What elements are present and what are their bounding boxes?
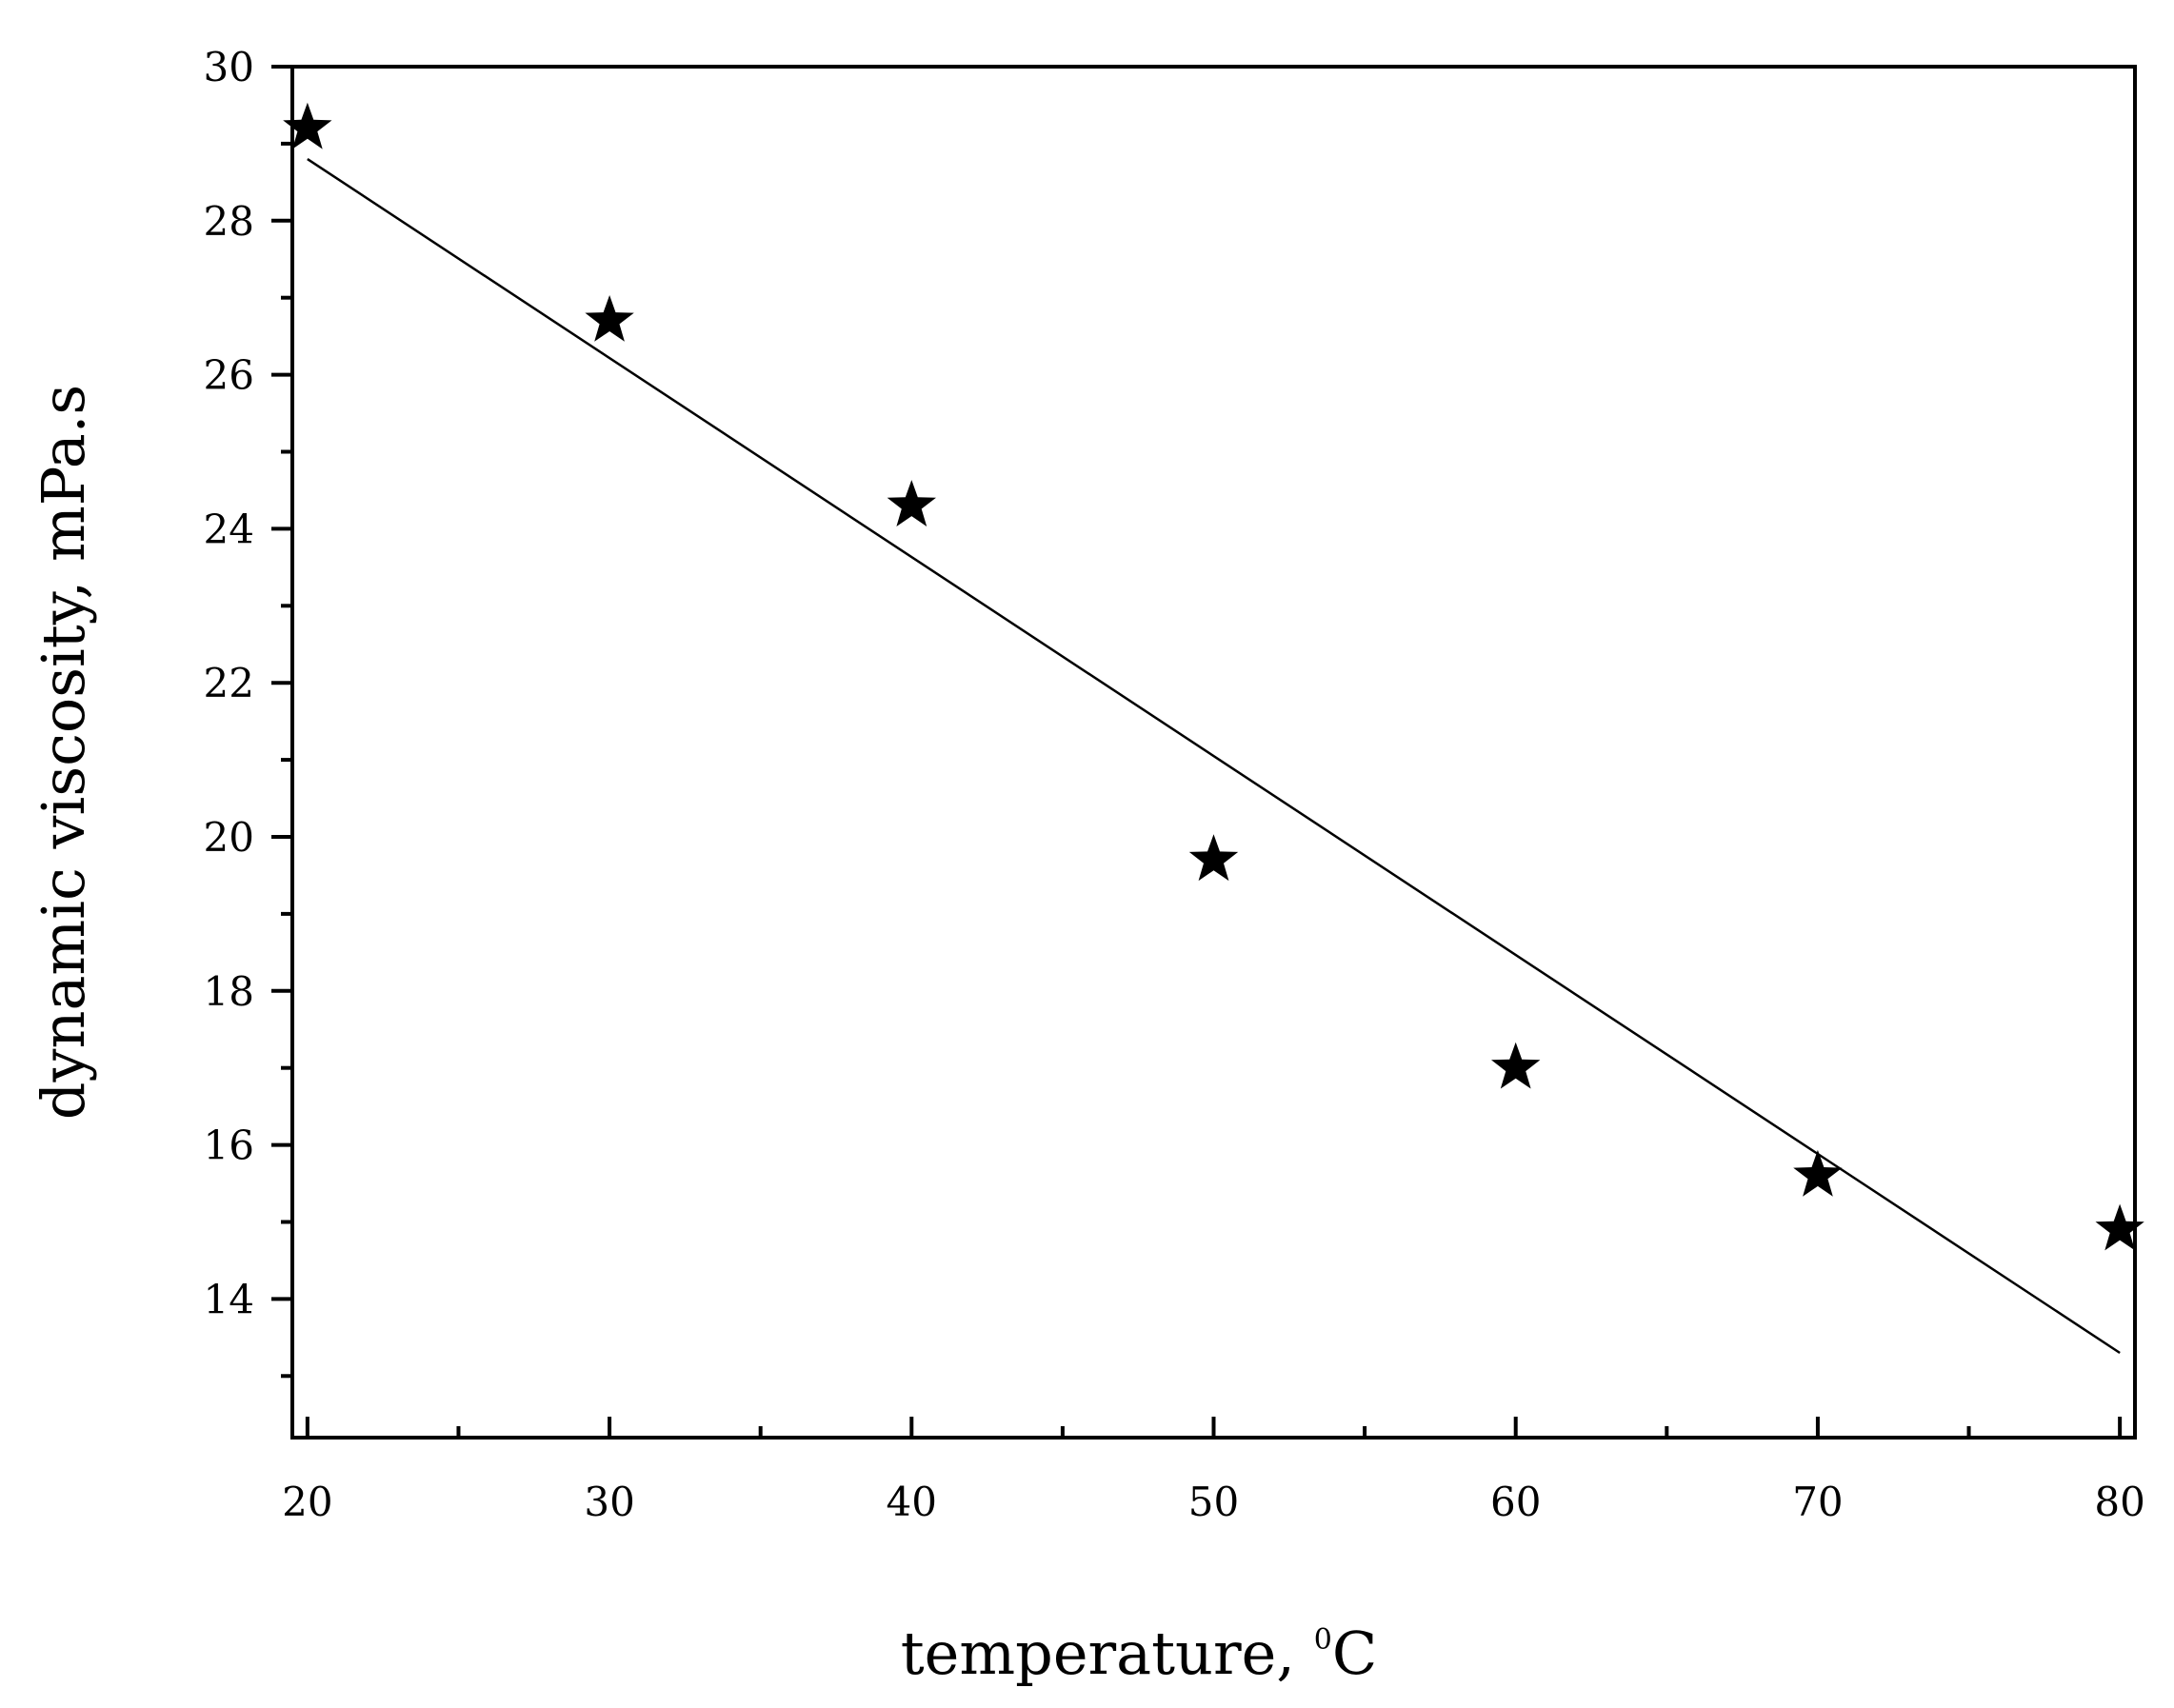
x-tick-label: 80 (2094, 1479, 2144, 1525)
y-tick-label: 14 (204, 1276, 254, 1322)
y-tick-label: 24 (204, 506, 254, 552)
x-tick-label: 40 (887, 1479, 937, 1525)
y-tick-label: 26 (204, 352, 254, 399)
y-tick-label: 20 (204, 814, 254, 861)
y-tick-label: 28 (204, 198, 254, 245)
y-tick-label: 16 (204, 1122, 254, 1169)
data-point-star (1793, 1149, 1843, 1197)
y-tick-label: 30 (204, 44, 254, 90)
data-point-star (2095, 1203, 2144, 1251)
data-point-star (585, 295, 634, 342)
x-tick-label: 70 (1792, 1479, 1843, 1525)
axis-ticks (271, 65, 2123, 1438)
y-tick-label: 22 (204, 660, 254, 706)
data-point-star (1188, 834, 1239, 882)
y-axis-label: dynamic viscosity, mPa.s (29, 385, 98, 1120)
tick-labels: 20 30 40 50 60 70 80 14 16 18 20 22 24 26 28 30 (204, 44, 2145, 1525)
x-tick-label: 50 (1188, 1479, 1239, 1525)
data-point-star (283, 102, 332, 149)
x-tick-label: 30 (584, 1479, 634, 1525)
x-tick-label: 20 (282, 1479, 332, 1525)
x-tick-label: 60 (1490, 1479, 1541, 1525)
data-point-star (1491, 1042, 1541, 1089)
x-axis-label: temperature, 0C (901, 1619, 1378, 1688)
data-points (283, 102, 2144, 1251)
plot-frame (290, 65, 2137, 1440)
y-tick-label: 18 (204, 968, 254, 1015)
fit-line (307, 158, 2121, 1355)
data-point-star (887, 480, 936, 526)
